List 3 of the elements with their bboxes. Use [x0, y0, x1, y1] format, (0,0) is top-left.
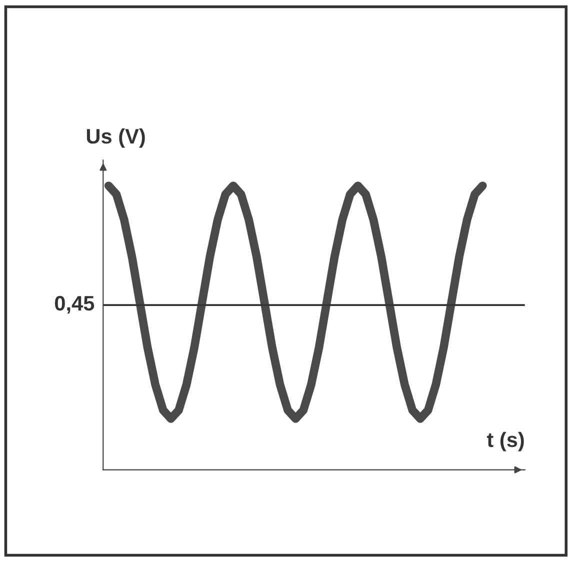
x-axis-title: t (s) — [486, 432, 524, 452]
text: 0,45 — [54, 296, 94, 314]
y-axis-title: Us (V) — [86, 128, 145, 148]
